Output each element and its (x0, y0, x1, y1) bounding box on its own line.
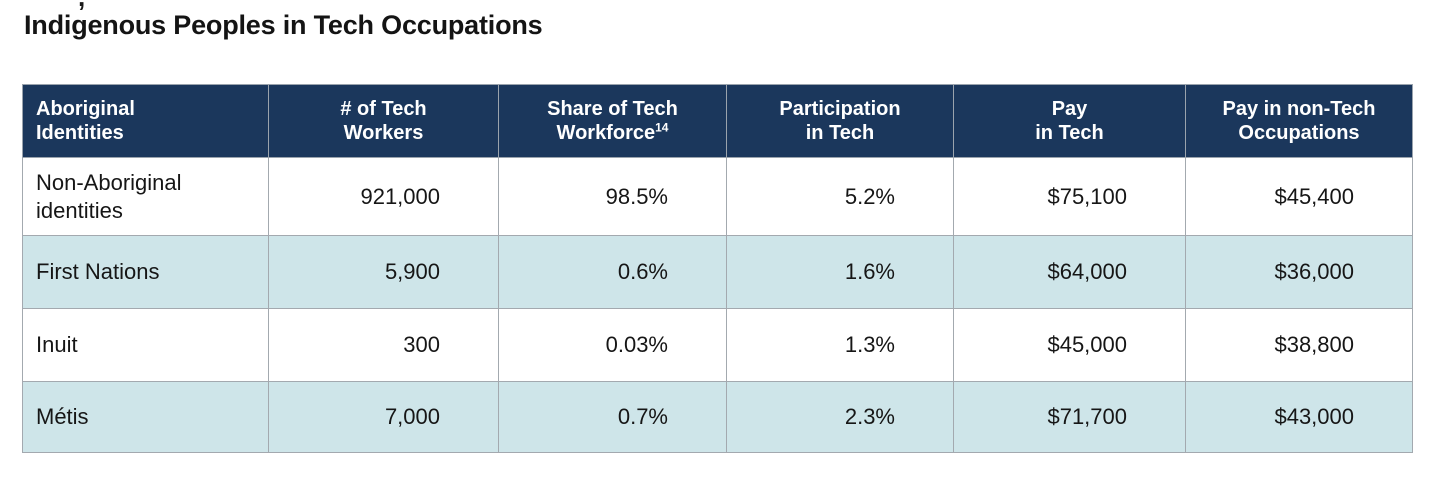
cell-share-of-workforce: 0.7% (498, 381, 727, 453)
cropped-text-fragment: , (78, 0, 85, 10)
cell-pay-non-tech: $45,400 (1185, 157, 1413, 236)
cell-identity: Non-Aboriginal identities (22, 157, 269, 236)
cell-pay-non-tech: $36,000 (1185, 235, 1413, 309)
indigenous-tech-occupations-table: Aboriginal Identities # of Tech Workers … (22, 84, 1413, 453)
cell-share-of-workforce: 0.03% (498, 308, 727, 382)
cell-participation: 1.3% (726, 308, 954, 382)
column-header-pay-non-tech: Pay in non-Tech Occupations (1185, 84, 1413, 158)
cell-pay-in-tech: $71,700 (953, 381, 1186, 453)
header-line-1: Share of Tech (547, 97, 678, 120)
table-row-non-aboriginal: Non-Aboriginal identities 921,000 98.5% … (22, 157, 1413, 236)
table-header: Aboriginal Identities # of Tech Workers … (22, 84, 1413, 158)
header-row: Aboriginal Identities # of Tech Workers … (22, 84, 1413, 158)
table-row-inuit: Inuit 300 0.03% 1.3% $45,000 $38,800 (22, 308, 1413, 382)
header-line-1: Pay (1051, 97, 1088, 120)
cell-pay-non-tech: $38,800 (1185, 308, 1413, 382)
header-line-2: in Tech (805, 122, 875, 144)
cell-identity: First Nations (22, 235, 269, 309)
header-line-2: Occupations (1238, 122, 1360, 144)
column-header-pay-in-tech: Pay in Tech (953, 84, 1186, 158)
page-title: Indigenous Peoples in Tech Occupations (24, 10, 543, 40)
footnote-reference: 14 (655, 120, 669, 135)
cell-pay-non-tech: $43,000 (1185, 381, 1413, 453)
cell-tech-workers: 7,000 (268, 381, 499, 453)
column-header-aboriginal-identities: Aboriginal Identities (22, 84, 269, 158)
cell-pay-in-tech: $45,000 (953, 308, 1186, 382)
cell-tech-workers: 921,000 (268, 157, 499, 236)
header-line-1: Participation (779, 97, 901, 120)
header-line-2: Workforce (556, 122, 656, 144)
cell-participation: 1.6% (726, 235, 954, 309)
header-line-1: # of Tech (340, 97, 427, 120)
header-line-1: Pay in non-Tech (1222, 97, 1376, 120)
cell-share-of-workforce: 98.5% (498, 157, 727, 236)
cell-identity: Inuit (22, 308, 269, 382)
header-line-2: in Tech (1035, 122, 1104, 144)
table-row-metis: Métis 7,000 0.7% 2.3% $71,700 $43,000 (22, 381, 1413, 453)
cell-share-of-workforce: 0.6% (498, 235, 727, 309)
cell-pay-in-tech: $75,100 (953, 157, 1186, 236)
cell-tech-workers: 300 (268, 308, 499, 382)
cell-participation: 2.3% (726, 381, 954, 453)
table-body: Non-Aboriginal identities 921,000 98.5% … (22, 157, 1413, 453)
header-line-2: Workers (343, 122, 424, 144)
column-header-share-of-workforce: Share of Tech Workforce14 (498, 84, 727, 158)
column-header-tech-workers: # of Tech Workers (268, 84, 499, 158)
column-header-participation-in-tech: Participation in Tech (726, 84, 954, 158)
cell-pay-in-tech: $64,000 (953, 235, 1186, 309)
table-row-first-nations: First Nations 5,900 0.6% 1.6% $64,000 $3… (22, 235, 1413, 309)
cell-identity: Métis (22, 381, 269, 453)
cell-participation: 5.2% (726, 157, 954, 236)
cell-tech-workers: 5,900 (268, 235, 499, 309)
header-line-1: Aboriginal (36, 97, 135, 120)
header-line-2: Identities (36, 122, 124, 144)
